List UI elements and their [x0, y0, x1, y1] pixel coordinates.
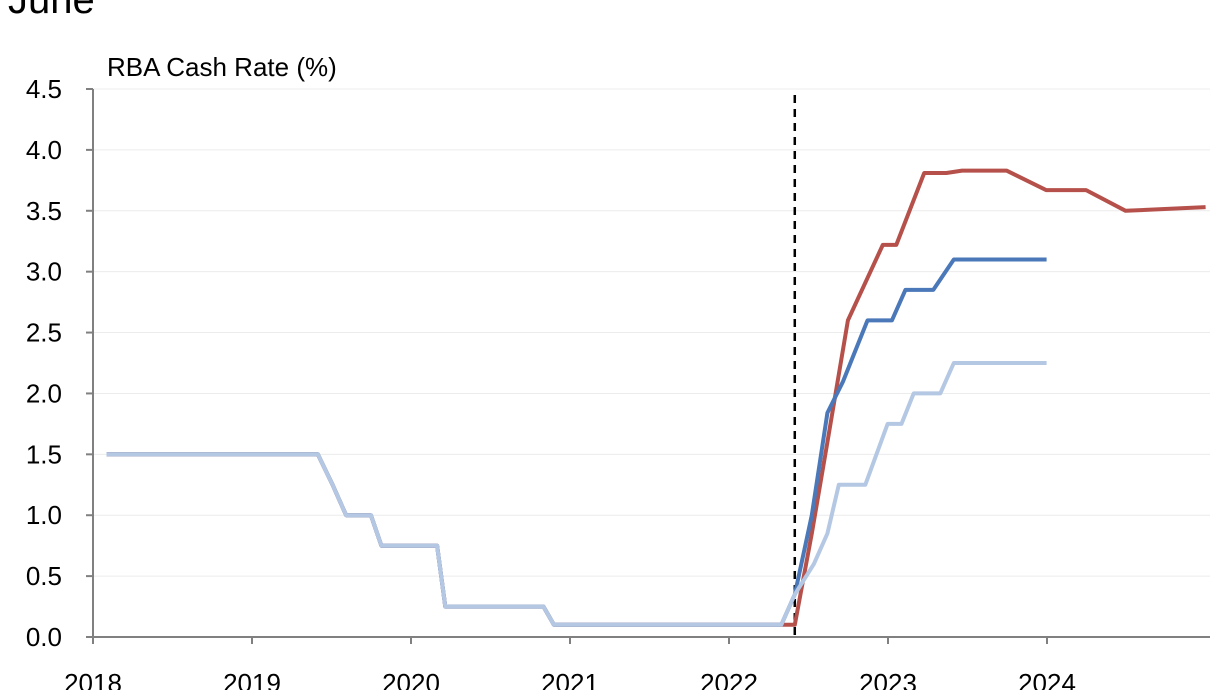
y-tick-label: 1.0	[26, 500, 62, 530]
x-tick-label: 2023	[859, 668, 917, 690]
x-tick-label: 2018	[64, 668, 122, 690]
x-tick-label: 2020	[382, 668, 440, 690]
series-line-3	[106, 361, 1047, 627]
series-lines	[106, 168, 1206, 627]
y-tick-label: 2.5	[26, 318, 62, 348]
gridlines	[93, 88, 1210, 577]
y-tick-label: 3.0	[26, 257, 62, 287]
axes	[86, 88, 1210, 644]
page-title-fragment: June	[8, 0, 95, 22]
x-tick-labels: 2018 2019 2020 2021 2022 2023 2024	[64, 668, 1076, 690]
x-tick-label: 2022	[700, 668, 758, 690]
y-tick-label: 4.0	[26, 135, 62, 165]
y-tick-label: 2.0	[26, 378, 62, 408]
series-line-2	[106, 257, 1047, 627]
y-axis-title: RBA Cash Rate (%)	[107, 52, 337, 82]
y-tick-label: 1.5	[26, 439, 62, 469]
x-tick-label: 2024	[1018, 668, 1076, 690]
y-tick-label: 0.0	[26, 622, 62, 652]
x-tick-label: 2021	[541, 668, 599, 690]
y-tick-label: 3.5	[26, 196, 62, 226]
y-tick-label: 0.5	[26, 561, 62, 591]
series-line-1	[106, 168, 1206, 627]
y-tick-label: 4.5	[26, 74, 62, 104]
y-tick-labels: 0.0 0.5 1.0 1.5 2.0 2.5 3.0 3.5 4.0 4.5	[26, 74, 62, 652]
x-tick-label: 2019	[223, 668, 281, 690]
